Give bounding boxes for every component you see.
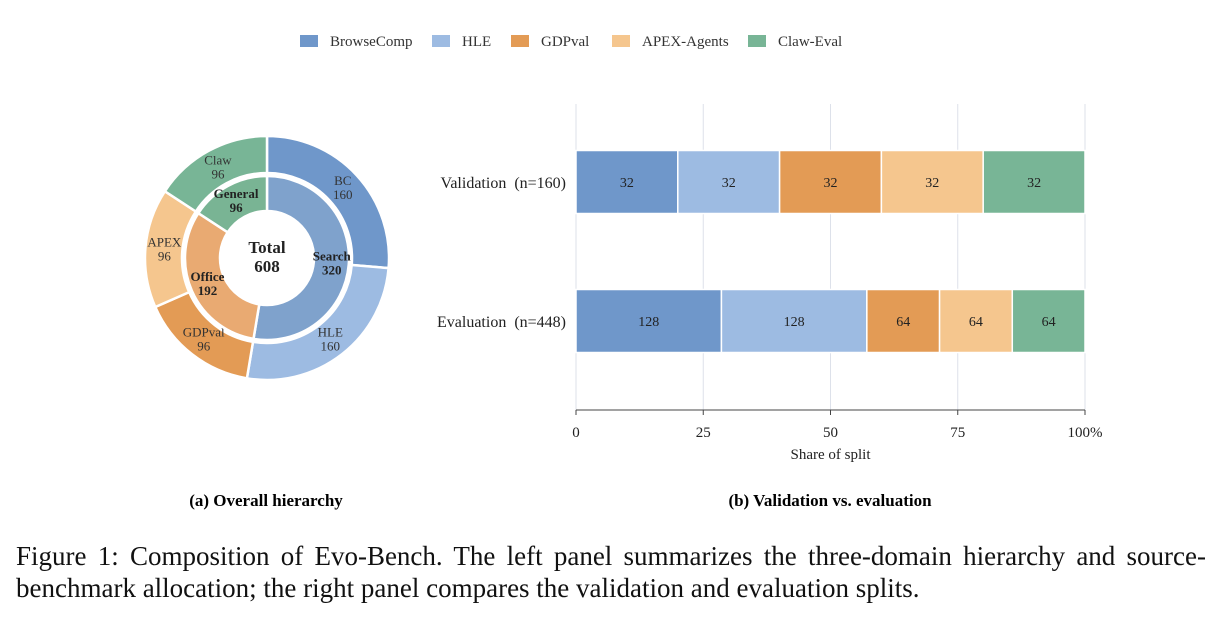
x-tick-label-25: 25 [696,425,711,441]
legend-swatch-hle [432,35,450,47]
bar-segment-evaluation-claw-eval [1011,288,1086,354]
legend-swatch-apex-agents [612,35,630,47]
x-tick-label-0: 0 [572,425,580,441]
outer-value-apex: 96 [158,248,172,263]
category-label-validation: Validation (n=160) [441,175,566,192]
bar-value-evaluation-hle: 128 [784,315,805,330]
bar-value-validation-gdpval: 32 [824,176,838,191]
inner-slice-general [196,174,269,235]
outer-label-claw: Claw [204,152,232,167]
x-tick-label-75: 75 [950,425,965,441]
legend-swatch-browsecomp [300,35,318,47]
bar-segment-validation-gdpval [778,149,883,215]
donut-center-title: Total [248,238,285,257]
bar-value-evaluation-claw-eval: 64 [1042,315,1056,330]
inner-value-office: 192 [198,283,218,298]
category-label-evaluation: Evaluation (n=448) [437,314,566,331]
bar-value-validation-claw-eval: 32 [1027,176,1041,191]
bar-value-evaluation-apex-agents: 64 [969,315,983,330]
inner-value-general: 96 [230,200,244,215]
x-axis-title: Share of split [791,447,872,463]
legend-swatch-claw-eval [748,35,766,47]
inner-value-search: 320 [322,262,342,277]
subtitle-overall-hierarchy: (a) Overall hierarchy [189,491,343,510]
bar-value-validation-apex-agents: 32 [925,176,939,191]
outer-label-hle: HLE [318,324,343,339]
bar-value-validation-browsecomp: 32 [620,176,634,191]
subtitle-validation-vs-evaluation: (b) Validation vs. evaluation [728,491,932,510]
legend-label-gdpval: GDPval [541,34,589,50]
figure-caption: Figure 1: Composition of Evo-Bench. The … [16,541,1206,603]
stacked-bar-chart: 32 32 32 32 32 Validation (n=160) 128 128 64 64 64… [437,104,1103,463]
outer-slice-claw [163,134,269,214]
bar-segment-evaluation-gdpval [866,288,941,354]
inner-label-general: General [214,186,259,201]
outer-label-apex: APEX [147,234,182,249]
x-tick-label-50: 50 [823,425,838,441]
outer-label-gdpval: GDPval [183,324,225,339]
bar-value-validation-hle: 32 [722,176,736,191]
chart-legend: BrowseComp HLE GDPval APEX-Agents Claw-Eval [300,34,842,50]
bar-segment-validation-claw-eval [982,149,1086,215]
legend-label-claw-eval: Claw-Eval [778,34,842,50]
bar-value-evaluation-gdpval: 64 [896,315,910,330]
bar-segment-validation-apex-agents [880,149,984,215]
bar-segment-evaluation-browsecomp [575,288,723,354]
bar-segment-evaluation-apex-agents [938,288,1014,354]
legend-swatch-gdpval [511,35,529,47]
outer-value-hle: 160 [321,338,341,353]
inner-label-office: Office [191,269,225,284]
donut-center-value: 608 [254,257,280,276]
legend-label-browsecomp: BrowseComp [330,34,413,50]
legend-label-apex-agents: APEX-Agents [642,34,729,50]
outer-value-claw: 96 [211,166,225,181]
figure-canvas: BrowseComp HLE GDPval APEX-Agents Claw-Eval … [143,34,1103,510]
outer-value-bc: 160 [333,187,353,202]
donut-chart: BC160HLE160GDPval96APEX96Claw96Search320… [143,134,391,382]
inner-slice-office [183,211,261,341]
inner-slice-search [252,174,351,342]
x-tick-label-100: 100% [1068,425,1103,441]
bar-value-evaluation-browsecomp: 128 [638,315,659,330]
outer-label-bc: BC [334,173,351,188]
legend-label-hle: HLE [462,34,491,50]
inner-label-search: Search [313,248,352,263]
outer-value-gdpval: 96 [197,338,211,353]
